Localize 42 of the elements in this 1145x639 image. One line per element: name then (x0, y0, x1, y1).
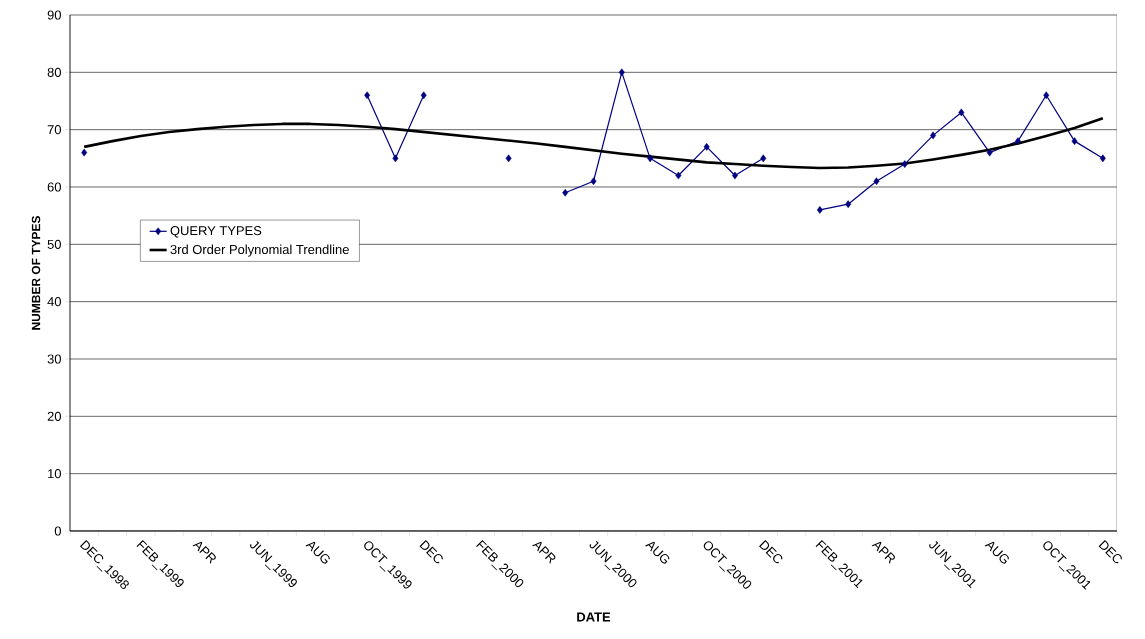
point (420, 91, 427, 100)
legend-label: QUERY TYPES (170, 226, 262, 238)
y-tick-label: 70 (47, 125, 61, 135)
y-tick-label: 40 (47, 297, 61, 307)
y-tick-label: 50 (47, 239, 61, 249)
x-tick-label: AUG (305, 541, 330, 564)
point (618, 68, 625, 77)
point (816, 206, 823, 214)
point (958, 108, 965, 117)
y-tick-label: 20 (47, 411, 61, 421)
point (1015, 137, 1021, 145)
point (590, 177, 597, 186)
y-tick-label: 10 (48, 469, 61, 479)
point (675, 171, 682, 180)
legend-label: 3rd Order Polynomial Trendline (170, 244, 349, 257)
point (845, 200, 852, 209)
point (986, 148, 993, 157)
point (760, 154, 767, 163)
point (1043, 91, 1050, 100)
x-tick-label: AUG (645, 541, 670, 564)
point (364, 91, 371, 100)
point (873, 177, 880, 186)
point (562, 188, 569, 197)
x-tick-label: AUG (984, 541, 1009, 564)
y-tick-label: 30 (47, 354, 61, 364)
x-tick-label: APR (192, 541, 216, 564)
x-axis-title: DATE (577, 612, 611, 622)
point (505, 154, 512, 163)
point (703, 143, 710, 151)
y-tick-label: 80 (47, 67, 61, 77)
point (392, 154, 399, 163)
point (647, 154, 654, 163)
y-tick-label: 90 (47, 10, 61, 20)
y-tick-label: 0 (54, 526, 61, 536)
point (1099, 154, 1106, 163)
x-tick-label: APR (871, 541, 895, 564)
point (901, 160, 908, 168)
point (81, 148, 88, 157)
point (1071, 137, 1078, 145)
x-tick-label: APR (532, 541, 556, 564)
y-axis-title: NUMBER OF TYPES (31, 216, 41, 330)
y-tick-label: 60 (47, 182, 61, 192)
